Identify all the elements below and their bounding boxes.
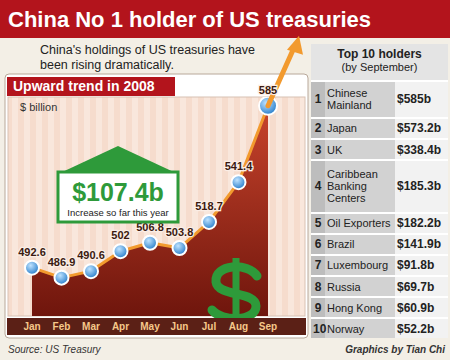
data-label: 503.8 bbox=[166, 226, 194, 238]
x-tick-label: Jan bbox=[23, 321, 40, 332]
x-axis-bar bbox=[7, 318, 306, 335]
table-row: 1Chinese Mainland$585b bbox=[311, 81, 448, 118]
rank: 9 bbox=[311, 297, 325, 318]
x-tick-label: Jun bbox=[171, 321, 189, 332]
title: China No 1 holder of US treasuries bbox=[8, 7, 371, 32]
table-row: 9Hong Kong$60.9b bbox=[311, 297, 448, 318]
holder: Caribbean Banking Centers bbox=[325, 160, 395, 213]
rank: 6 bbox=[311, 234, 325, 255]
table-row: 2Japan$573.2b bbox=[311, 118, 448, 139]
chart-title: Upward trend in 2008 bbox=[13, 78, 155, 94]
x-tick-label: May bbox=[140, 321, 160, 332]
marker bbox=[25, 261, 39, 275]
marker bbox=[84, 264, 98, 278]
data-label: 502 bbox=[111, 229, 129, 241]
data-label: 518.7 bbox=[195, 200, 223, 212]
y-axis-label: $ billion bbox=[20, 101, 57, 113]
source: Source: US Treasury bbox=[8, 344, 102, 355]
marker bbox=[55, 271, 69, 285]
trend-arrow-head bbox=[287, 36, 303, 55]
rank: 5 bbox=[311, 213, 325, 234]
rank: 2 bbox=[311, 118, 325, 139]
amount: $585b bbox=[395, 81, 448, 118]
amount: $91.8b bbox=[395, 255, 448, 276]
holder: Luxembourg bbox=[325, 255, 395, 276]
amount: $141.9b bbox=[395, 234, 448, 255]
subtitle: China's holdings of US treasuries have b… bbox=[40, 43, 278, 73]
amount: $60.9b bbox=[395, 297, 448, 318]
amount: $52.2b bbox=[395, 318, 448, 338]
x-tick-label: Feb bbox=[53, 321, 71, 332]
marker bbox=[232, 175, 246, 189]
holder: Oil Exporters bbox=[325, 213, 395, 234]
rank: 1 bbox=[311, 81, 325, 118]
table-body: 1Chinese Mainland$585b2Japan$573.2b3UK$3… bbox=[311, 80, 448, 338]
table-subtitle: (by September) bbox=[311, 61, 448, 73]
area bbox=[32, 106, 268, 316]
trend-arrow bbox=[268, 48, 294, 106]
data-label: 541.4 bbox=[225, 160, 253, 172]
amount: $573.2b bbox=[395, 118, 448, 139]
marker bbox=[143, 236, 157, 250]
rank: 4 bbox=[311, 160, 325, 213]
table-row: 5Oil Exporters$182.2b bbox=[311, 213, 448, 234]
plot-data bbox=[25, 97, 277, 316]
credit: Graphics by Tian Chi bbox=[345, 344, 445, 355]
table-row: 4Caribbean Banking Centers$185.3b bbox=[311, 160, 448, 213]
marker bbox=[114, 244, 128, 258]
holders-table: Top 10 holders(by September)1Chinese Mai… bbox=[311, 44, 448, 338]
amount: $185.3b bbox=[395, 160, 448, 213]
marker bbox=[173, 241, 187, 255]
line bbox=[32, 106, 268, 278]
holder: Brazil bbox=[325, 234, 395, 255]
table-row: 10Norway$52.2b bbox=[311, 318, 448, 338]
holder: UK bbox=[325, 139, 395, 160]
chart-panel bbox=[5, 74, 308, 338]
annotation: $107.4b bbox=[72, 178, 164, 206]
holder: Japan bbox=[325, 118, 395, 139]
amount: $338.4b bbox=[395, 139, 448, 160]
rank: 7 bbox=[311, 255, 325, 276]
table-row: 7Luxembourg$91.8b bbox=[311, 255, 448, 276]
x-tick-label: Sep bbox=[259, 321, 277, 332]
annotation-box bbox=[58, 172, 178, 222]
data-label: 486.9 bbox=[48, 256, 76, 268]
holder: Russia bbox=[325, 276, 395, 297]
table-header: Top 10 holders(by September) bbox=[311, 44, 448, 80]
rank: 3 bbox=[311, 139, 325, 160]
data-label: 490.6 bbox=[77, 249, 105, 261]
x-tick-label: Mar bbox=[82, 321, 100, 332]
dollar-icon-bar bbox=[233, 258, 240, 316]
x-tick-label: Apr bbox=[112, 321, 129, 332]
holder: Hong Kong bbox=[325, 297, 395, 318]
rank: 8 bbox=[311, 276, 325, 297]
x-tick-label: Jul bbox=[202, 321, 217, 332]
chart-title-bar bbox=[7, 77, 175, 96]
table-title: Top 10 holders bbox=[311, 47, 448, 61]
rank: 10 bbox=[311, 318, 325, 338]
amount: $182.2b bbox=[395, 213, 448, 234]
annotation-roof bbox=[58, 146, 178, 174]
table-row: 3UK$338.4b bbox=[311, 139, 448, 160]
table-row: 6Brazil$141.9b bbox=[311, 234, 448, 255]
data-label: 492.6 bbox=[18, 246, 46, 258]
annotation: Increase so far this year bbox=[67, 207, 168, 218]
title-banner bbox=[0, 0, 450, 38]
data-label: 585 bbox=[259, 84, 277, 96]
holder: Chinese Mainland bbox=[325, 81, 395, 118]
x-tick-label: Aug bbox=[229, 321, 248, 332]
table-row: 8Russia$69.7b bbox=[311, 276, 448, 297]
holder: Norway bbox=[325, 318, 395, 338]
amount: $69.7b bbox=[395, 276, 448, 297]
marker bbox=[202, 215, 216, 229]
